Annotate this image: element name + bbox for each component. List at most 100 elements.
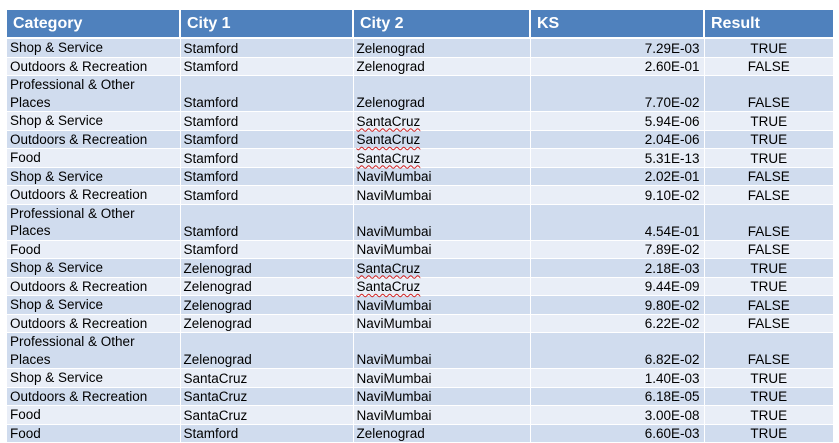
category-cell: Food bbox=[7, 424, 181, 443]
table-row: Shop & Service Stamford NaviMumbai 2.02E-01… bbox=[7, 167, 833, 186]
city-1-cell: Zelenograd bbox=[180, 258, 354, 278]
ks-cell: 6.18E-05 bbox=[530, 387, 705, 406]
city-1-cell: Stamford bbox=[180, 240, 354, 259]
city-1-cell: Stamford bbox=[180, 57, 354, 76]
city-1-cell: SantaCruz bbox=[180, 405, 354, 425]
city-1-cell: SantaCruz bbox=[180, 387, 354, 406]
results-table: Category City 1 City 2 KS Result Shop & … bbox=[7, 10, 833, 443]
table-row: Shop & Service SantaCruz NaviMumbai 1.40E-0… bbox=[7, 368, 833, 388]
table-row: Food Stamford NaviMumbai 7.89E-02 FALSE bbox=[7, 240, 833, 259]
category-cell: Professional & Other Places bbox=[7, 332, 181, 369]
ks-cell: 2.04E-06 bbox=[530, 130, 705, 149]
header-ks: KS bbox=[530, 10, 705, 39]
result-cell: FALSE bbox=[704, 57, 833, 76]
result-cell: TRUE bbox=[704, 405, 833, 425]
city-1-cell: Stamford bbox=[180, 185, 354, 205]
city-2-cell: NaviMumbai bbox=[353, 332, 531, 369]
ks-cell: 9.10E-02 bbox=[530, 185, 705, 205]
result-cell: FALSE bbox=[704, 332, 833, 369]
header-result: Result bbox=[704, 10, 833, 39]
result-cell: FALSE bbox=[704, 240, 833, 259]
ks-cell: 4.54E-01 bbox=[530, 204, 705, 241]
city-2-cell: NaviMumbai bbox=[353, 240, 531, 259]
result-cell: TRUE bbox=[704, 111, 833, 131]
ks-cell: 2.18E-03 bbox=[530, 258, 705, 278]
table-row: Shop & Service Stamford SantaCruz 5.94E-06 T… bbox=[7, 111, 833, 131]
ks-cell: 9.80E-02 bbox=[530, 295, 705, 315]
table-row: Professional & Other Places Stamford NaviM… bbox=[7, 204, 833, 241]
city-1-cell: Stamford bbox=[180, 148, 354, 168]
result-cell: FALSE bbox=[704, 75, 833, 112]
result-cell: TRUE bbox=[704, 424, 833, 443]
ks-cell: 9.44E-09 bbox=[530, 277, 705, 296]
city-2-cell: NaviMumbai bbox=[353, 314, 531, 333]
table-row: Professional & Other Places Zelenograd Nav… bbox=[7, 332, 833, 369]
result-cell: TRUE bbox=[704, 368, 833, 388]
result-cell: TRUE bbox=[704, 130, 833, 149]
table-row: Outdoors & Recreation Zelenograd NaviMumba… bbox=[7, 314, 833, 333]
city-2-cell: Zelenograd bbox=[353, 57, 531, 76]
ks-cell: 6.82E-02 bbox=[530, 332, 705, 369]
ks-cell: 6.60E-03 bbox=[530, 424, 705, 443]
city-1-cell: Stamford bbox=[180, 38, 354, 58]
category-cell: Outdoors & Recreation bbox=[7, 277, 181, 296]
category-cell: Professional & Other Places bbox=[7, 75, 181, 112]
category-cell: Professional & Other Places bbox=[7, 204, 181, 241]
city-2-cell: Zelenograd bbox=[353, 424, 531, 443]
city-2-cell: NaviMumbai bbox=[353, 387, 531, 406]
category-cell: Outdoors & Recreation bbox=[7, 57, 181, 76]
category-cell: Food bbox=[7, 405, 181, 425]
city-1-cell: Stamford bbox=[180, 204, 354, 241]
table-row: Outdoors & Recreation Stamford NaviMumbai 9… bbox=[7, 185, 833, 205]
table-row: Food Stamford Zelenograd 6.60E-03 TRUE bbox=[7, 424, 833, 443]
spellcheck-flagged-word: SantaCruz bbox=[356, 279, 421, 294]
result-cell: FALSE bbox=[704, 204, 833, 241]
table-row: Outdoors & Recreation Zelenograd SantaCruz… bbox=[7, 277, 833, 296]
table-row: Shop & Service Zelenograd SantaCruz 2.18E-0… bbox=[7, 258, 833, 278]
city-1-cell: Zelenograd bbox=[180, 314, 354, 333]
result-cell: TRUE bbox=[704, 387, 833, 406]
city-1-cell: Stamford bbox=[180, 75, 354, 112]
city-2-cell: NaviMumbai bbox=[353, 185, 531, 205]
ks-cell: 5.31E-13 bbox=[530, 148, 705, 168]
header-row: Category City 1 City 2 KS Result bbox=[7, 10, 833, 39]
result-cell: TRUE bbox=[704, 38, 833, 58]
ks-cell: 7.89E-02 bbox=[530, 240, 705, 259]
category-cell: Outdoors & Recreation bbox=[7, 130, 181, 149]
result-cell: TRUE bbox=[704, 277, 833, 296]
city-1-cell: Stamford bbox=[180, 167, 354, 186]
city-2-cell: Zelenograd bbox=[353, 38, 531, 58]
header-city-2: City 2 bbox=[353, 10, 531, 39]
city-2-cell: NaviMumbai bbox=[353, 167, 531, 186]
ks-cell: 2.02E-01 bbox=[530, 167, 705, 186]
city-2-cell: SantaCruz bbox=[353, 130, 531, 149]
city-2-cell: NaviMumbai bbox=[353, 405, 531, 425]
city-2-cell: Zelenograd bbox=[353, 75, 531, 112]
result-cell: FALSE bbox=[704, 185, 833, 205]
category-cell: Outdoors & Recreation bbox=[7, 314, 181, 333]
category-cell: Shop & Service bbox=[7, 258, 181, 278]
result-cell: TRUE bbox=[704, 148, 833, 168]
result-cell: FALSE bbox=[704, 314, 833, 333]
ks-cell: 5.94E-06 bbox=[530, 111, 705, 131]
category-cell: Food bbox=[7, 240, 181, 259]
table-row: Outdoors & Recreation Stamford SantaCruz 2.… bbox=[7, 130, 833, 149]
city-2-cell: SantaCruz bbox=[353, 277, 531, 296]
table-body: Shop & Service Stamford Zelenograd 7.29E-03… bbox=[7, 38, 833, 443]
city-1-cell: SantaCruz bbox=[180, 368, 354, 388]
table-row: Food SantaCruz NaviMumbai 3.00E-08 TRUE bbox=[7, 405, 833, 425]
spellcheck-flagged-word: SantaCruz bbox=[356, 260, 421, 276]
city-1-cell: Stamford bbox=[180, 111, 354, 131]
ks-cell: 7.29E-03 bbox=[530, 38, 705, 58]
spellcheck-flagged-word: SantaCruz bbox=[356, 150, 421, 166]
table-row: Food Stamford SantaCruz 5.31E-13 TRUE bbox=[7, 148, 833, 168]
city-2-cell: NaviMumbai bbox=[353, 204, 531, 241]
table-row: Shop & Service Stamford Zelenograd 7.29E-03… bbox=[7, 38, 833, 58]
table-header: Category City 1 City 2 KS Result bbox=[7, 10, 833, 39]
city-2-cell: SantaCruz bbox=[353, 148, 531, 168]
header-category: Category bbox=[7, 10, 181, 39]
city-1-cell: Stamford bbox=[180, 424, 354, 443]
table-row: Outdoors & Recreation Stamford Zelenograd 2… bbox=[7, 57, 833, 76]
city-1-cell: Zelenograd bbox=[180, 277, 354, 296]
ks-cell: 3.00E-08 bbox=[530, 405, 705, 425]
